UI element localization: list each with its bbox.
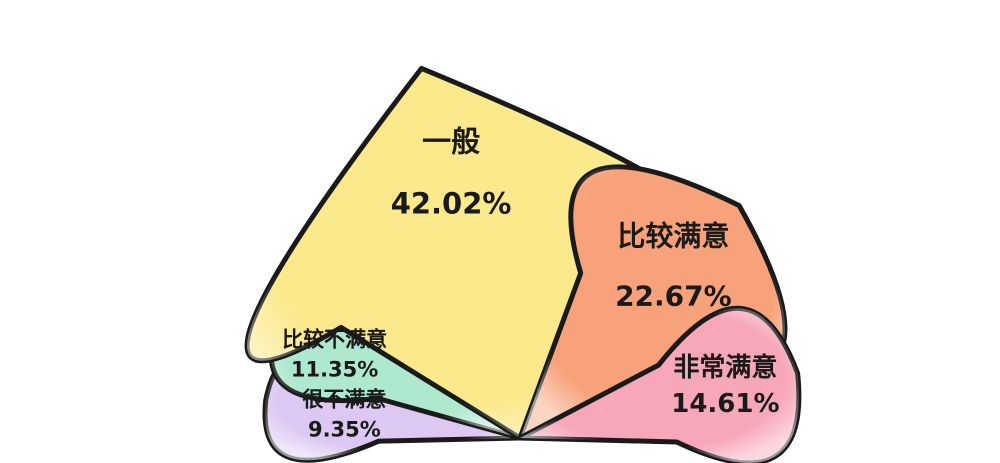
slice-category-label: 一般 [422, 124, 480, 158]
label-layer: 很不满意 9.35% 比较不满意 11.35% 一般 42.02% 比较满意 22.67% 非常… [282, 124, 779, 441]
slice-category-label: 比较不满意 [282, 328, 387, 352]
slice-category-label: 比较满意 [617, 219, 729, 252]
slice-value-label: 14.61% [671, 389, 779, 419]
slice-category-label: 很不满意 [302, 388, 386, 412]
slice-category-label: 非常满意 [673, 352, 777, 383]
petal-layer [244, 65, 802, 463]
petal-highlight [520, 308, 799, 463]
slice-value-label: 22.67% [615, 279, 732, 312]
slice-value-label: 11.35% [291, 358, 378, 382]
petal-highlight [247, 68, 714, 439]
slice-value-label: 42.02% [391, 186, 512, 220]
slice-value-label: 9.35% [308, 418, 381, 442]
